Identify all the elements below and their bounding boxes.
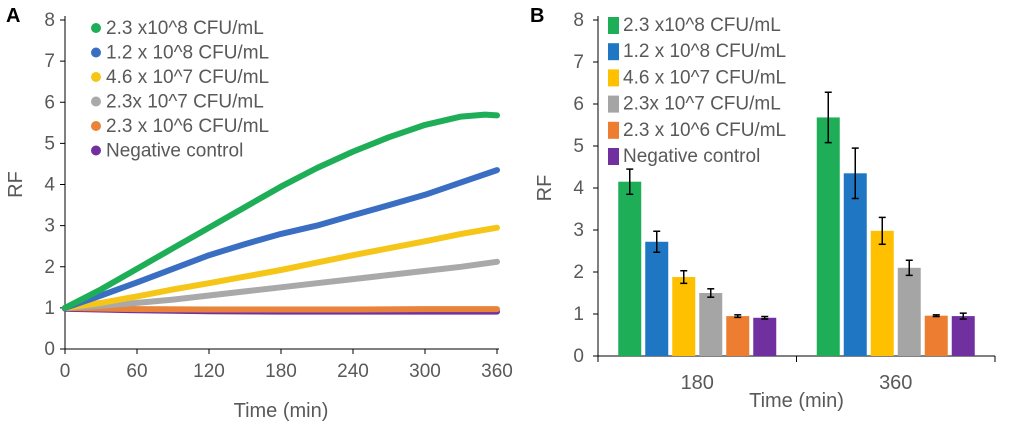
bar-1-0 xyxy=(816,117,840,356)
bar-0-3 xyxy=(699,293,723,356)
y-tick-label: 4 xyxy=(44,175,55,196)
y-tick-label: 0 xyxy=(44,339,55,360)
y-tick-label: 8 xyxy=(44,10,55,31)
series-line-0 xyxy=(62,111,500,311)
legend-swatch-3 xyxy=(608,95,619,113)
x-tick-label: 180 xyxy=(265,361,297,382)
x-axis-label: Time (min) xyxy=(749,390,844,412)
legend-entry: 4.6 x 10^7 CFU/mL xyxy=(623,67,786,88)
legend-marker-5 xyxy=(91,145,101,156)
y-axis-label: RF xyxy=(534,175,556,202)
x-axis-label: Time (min) xyxy=(234,400,329,422)
bar-1-1 xyxy=(843,173,867,356)
y-tick-label: 0 xyxy=(573,346,584,367)
x-tick-label: 240 xyxy=(337,361,369,382)
y-axis-label: RF xyxy=(5,171,27,198)
x-tick-label: 60 xyxy=(126,361,147,382)
category-label: 180 xyxy=(681,372,714,394)
y-tick-label: 7 xyxy=(573,52,584,73)
legend-entry: 1.2 x 10^8 CFU/mL xyxy=(623,41,786,62)
bar-1-5 xyxy=(951,316,975,356)
panel-b-bar-chart: B 0 1 2 3 4 5 6 7 8 180 360 Time (min) RF 2.3 x10^8 CF… xyxy=(530,5,996,412)
legend-swatch-5 xyxy=(608,148,619,165)
bar-0-5 xyxy=(753,317,777,356)
panel-label: B xyxy=(530,5,544,27)
y-tick-label: 6 xyxy=(573,94,584,115)
y-tick-label: 1 xyxy=(44,298,55,319)
legend-entry: Negative control xyxy=(106,141,243,162)
x-tick-label: 300 xyxy=(409,361,441,382)
panel-label: A xyxy=(6,5,20,27)
y-tick-label: 7 xyxy=(44,51,55,72)
bar-0-0 xyxy=(618,181,642,356)
legend-marker-1 xyxy=(91,47,101,58)
y-tick-label: 2 xyxy=(44,257,55,278)
bar-1-3 xyxy=(897,267,921,356)
series-line-4 xyxy=(62,304,500,313)
legend-swatch-2 xyxy=(608,69,619,87)
legend-entry: 2.3 x 10^6 CFU/mL xyxy=(106,116,269,137)
bar-1-2 xyxy=(870,230,894,356)
bar-0-2 xyxy=(672,277,696,356)
y-tick-label: 8 xyxy=(573,10,584,31)
y-tick-label: 2 xyxy=(573,262,584,283)
legend-entry: 2.3 x10^8 CFU/mL xyxy=(106,18,264,39)
category-label: 360 xyxy=(879,372,912,394)
legend-marker-0 xyxy=(91,23,101,33)
legend-entry: 2.3 x 10^6 CFU/mL xyxy=(623,120,786,141)
legend-swatch-0 xyxy=(608,17,619,34)
legend-marker-2 xyxy=(91,72,101,82)
y-tick-label: 1 xyxy=(573,304,584,325)
series-line-3 xyxy=(62,258,500,311)
y-tick-label: 4 xyxy=(573,178,584,199)
bar-0-4 xyxy=(726,316,750,356)
bar-1-4 xyxy=(924,315,948,356)
y-tick-label: 5 xyxy=(44,133,55,154)
legend-entry: 2.3x 10^7 CFU/mL xyxy=(106,92,264,113)
y-tick-label: 5 xyxy=(573,136,584,157)
series-line-1 xyxy=(62,167,500,311)
legend-marker-4 xyxy=(91,121,101,131)
legend-entry: 2.3 x10^8 CFU/mL xyxy=(623,15,781,36)
bar-0-1 xyxy=(645,241,669,356)
x-tick-label: 120 xyxy=(193,361,225,382)
y-tick-label: 6 xyxy=(44,92,55,113)
legend-entry: 1.2 x 10^8 CFU/mL xyxy=(106,43,269,64)
panel-a-line-chart: A 0 1 2 3 4 5 6 7 8 0 60 120 180 240 300 360 Time (min) RF… xyxy=(5,5,513,422)
legend-entry: Negative control xyxy=(623,146,760,167)
legend-marker-3 xyxy=(91,96,101,107)
legend-swatch-1 xyxy=(608,43,619,61)
legend-entry: 4.6 x 10^7 CFU/mL xyxy=(106,67,269,88)
series-line-2 xyxy=(62,224,500,311)
x-tick-label: 360 xyxy=(481,361,513,382)
legend-swatch-4 xyxy=(608,121,619,139)
legend-entry: 2.3x 10^7 CFU/mL xyxy=(623,94,781,115)
y-tick-label: 3 xyxy=(44,216,55,237)
x-tick-label: 0 xyxy=(60,361,71,382)
y-tick-label: 3 xyxy=(573,220,584,241)
